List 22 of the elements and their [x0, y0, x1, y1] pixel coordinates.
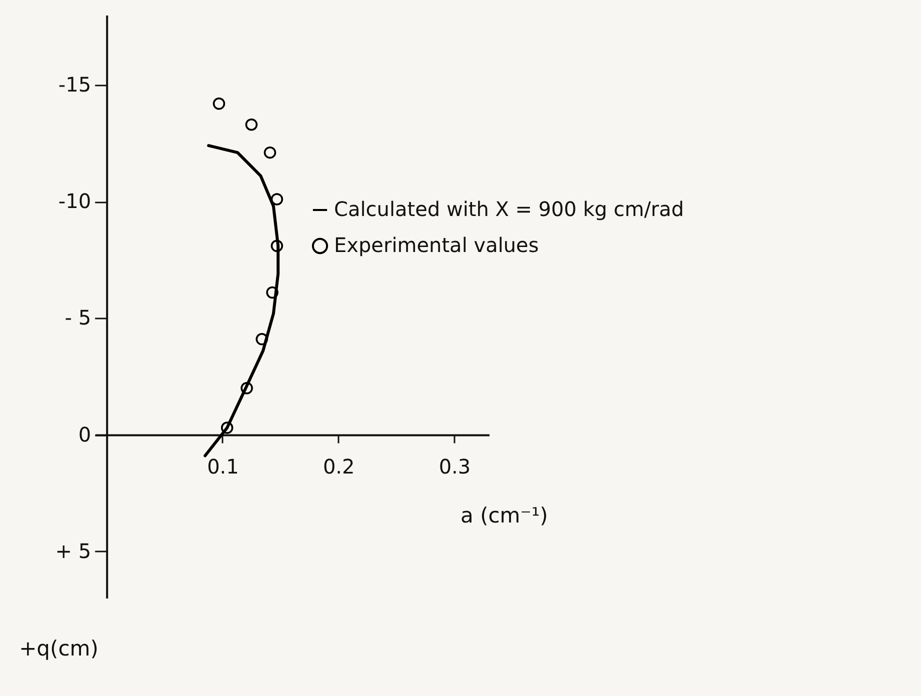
point: [256, 333, 268, 346]
point: [270, 240, 284, 252]
legend-label: Experimental values: [334, 233, 539, 257]
y-tick-label: -10: [58, 189, 92, 214]
y-axis-title: +q(cm): [19, 636, 98, 660]
x-tick-label: 0.2: [322, 454, 355, 478]
point: [264, 146, 276, 159]
line-series: [204, 144, 280, 458]
point: [240, 382, 253, 394]
y-tick-label: + 5: [55, 538, 92, 563]
y-tick-label: 0: [78, 422, 92, 446]
point: [266, 286, 278, 299]
point: [270, 193, 284, 206]
point: [212, 97, 226, 110]
x-tick-label: 0.3: [438, 454, 471, 478]
point: [245, 118, 258, 131]
legend-label: Calculated with Χ = 900 kg cm/rad: [334, 197, 684, 221]
x-tick-label: 0.1: [207, 454, 239, 478]
y-tick-label: - 5: [64, 306, 92, 330]
point: [220, 422, 234, 434]
x-axis-title: a (cm⁻¹): [460, 503, 548, 528]
y-tick-label: -15: [58, 72, 92, 96]
